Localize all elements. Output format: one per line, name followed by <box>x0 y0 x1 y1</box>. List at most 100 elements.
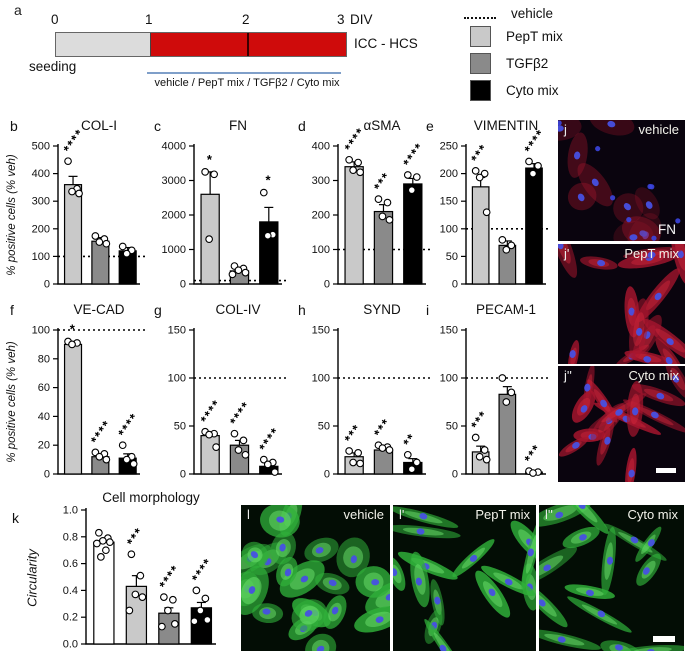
timeline-seeding-segment <box>56 33 151 56</box>
timeline-unit-label: DIV <box>350 12 373 27</box>
bar-Cyto mix <box>259 221 279 285</box>
y-tick-label: 400 <box>32 168 50 180</box>
chart-col-iv: g COL-IV 0 50 100 150 **** **** **** <box>152 300 290 486</box>
data-point <box>263 460 272 469</box>
micrograph-l' <box>393 505 536 651</box>
legend-item-vehicle: vehicle <box>464 2 554 24</box>
data-point <box>403 450 412 459</box>
data-point <box>475 173 484 182</box>
micrograph-j' <box>558 244 685 364</box>
scale-bar <box>656 468 676 473</box>
data-point <box>407 186 416 195</box>
data-point <box>480 169 489 178</box>
data-point <box>131 590 140 599</box>
chart-title-cell-morphology: Cell morphology <box>102 490 200 505</box>
bar-PepT mix <box>344 166 364 285</box>
chart-title-col-iv: COL-IV <box>215 302 261 317</box>
y-tick-label: 0 <box>180 279 186 291</box>
significance-stars: ** <box>400 430 420 449</box>
data-point <box>102 239 111 248</box>
chart-fn: c FN 0 1000 2000 3000 4000 * * <box>152 116 290 296</box>
data-point <box>482 208 491 217</box>
data-point <box>228 270 237 279</box>
bar-Cyto mix <box>403 183 423 285</box>
timeline-tick-2: 2 <box>242 12 250 27</box>
bar-Cyto mix <box>525 167 543 285</box>
data-point <box>75 189 83 198</box>
plot-k: 0.00.20.40.60.81.0******* **** <box>63 505 216 651</box>
data-point <box>507 241 516 250</box>
panel-letter-f: f <box>10 302 14 318</box>
data-point <box>407 465 416 474</box>
significance-stars: **** <box>227 398 254 428</box>
y-tick-label: 0 <box>180 469 186 481</box>
y-tick-label: 50 <box>446 251 458 263</box>
y-tick-label: 50 <box>318 421 330 433</box>
chart-title-col-i: COL-I <box>80 118 118 133</box>
y-tick-label: 100 <box>440 373 458 385</box>
data-point <box>160 593 168 601</box>
data-point <box>482 455 491 464</box>
data-point <box>259 188 268 197</box>
y-tick-label: 0.8 <box>63 531 78 543</box>
chart-synd: h SYND 0 50 100 150 *** *** ** <box>296 300 434 486</box>
chart-title-synd: SYND <box>363 302 401 317</box>
significance-stars: *** <box>371 415 395 440</box>
data-point <box>230 429 239 438</box>
data-point <box>270 468 279 476</box>
y-tick-label: 0 <box>324 279 330 291</box>
legend-label-vehicle: vehicle <box>511 5 554 21</box>
chart-title-fn: FN <box>229 118 247 133</box>
significance-stars: *** <box>124 524 148 549</box>
significance-stars: **** <box>115 410 142 440</box>
data-point <box>201 594 210 603</box>
y-tick-label: 100 <box>32 325 50 337</box>
chart-col-i: b COL-I % positive cells (% veh) 0 100 200… <box>2 116 148 296</box>
significance-stars: **** <box>156 562 183 592</box>
y-tick-label: 2000 <box>162 210 186 222</box>
y-tick-label: 0 <box>44 469 50 481</box>
data-point <box>68 187 76 196</box>
y-tick-label: 0.2 <box>63 612 78 624</box>
data-point <box>91 232 100 240</box>
data-point <box>205 235 213 243</box>
data-point <box>471 433 480 442</box>
y-tick-label: 3000 <box>162 175 186 187</box>
data-point <box>122 249 131 258</box>
y-tick-label: 200 <box>312 210 330 222</box>
data-point <box>106 538 114 547</box>
micrograph-treatment-label: Cyto mix <box>627 507 678 522</box>
data-point <box>138 593 147 601</box>
y-tick-label: 250 <box>440 141 458 153</box>
data-point <box>349 458 357 467</box>
data-point <box>158 622 166 631</box>
significance-stars: * <box>70 322 77 337</box>
data-point <box>241 450 250 459</box>
legend-label-pept-mix: PepT mix <box>506 28 563 44</box>
data-point <box>64 157 72 166</box>
data-point <box>502 245 511 254</box>
y-tick-label: 200 <box>440 168 458 180</box>
chart-title-vimentin: VIMENTIN <box>473 118 539 133</box>
panel-letter-l-prime: l' <box>399 507 405 522</box>
data-point <box>412 173 421 181</box>
data-point <box>205 430 213 439</box>
legend-item-cyto-mix: Cyto mix <box>470 79 559 101</box>
pept-mix-swatch <box>470 25 491 47</box>
y-tick-label: 0.6 <box>63 558 78 570</box>
significance-stars: **** <box>88 417 115 447</box>
data-point <box>378 444 387 452</box>
y-tick-label: 100 <box>440 223 458 235</box>
data-point <box>241 268 250 277</box>
data-point <box>349 166 357 175</box>
data-point <box>127 550 136 559</box>
micrograph-treatment-label: PepT mix <box>475 507 530 522</box>
chart-pecam-1: i PECAM-1 0 50 100 150 *** *** <box>424 300 554 486</box>
panel-letter-g: g <box>154 302 162 318</box>
micrograph-j <box>558 120 685 241</box>
data-point <box>385 446 394 454</box>
icc-hcs-label: ICC - HCS <box>354 36 418 51</box>
data-point <box>125 606 134 615</box>
data-point <box>203 616 212 624</box>
